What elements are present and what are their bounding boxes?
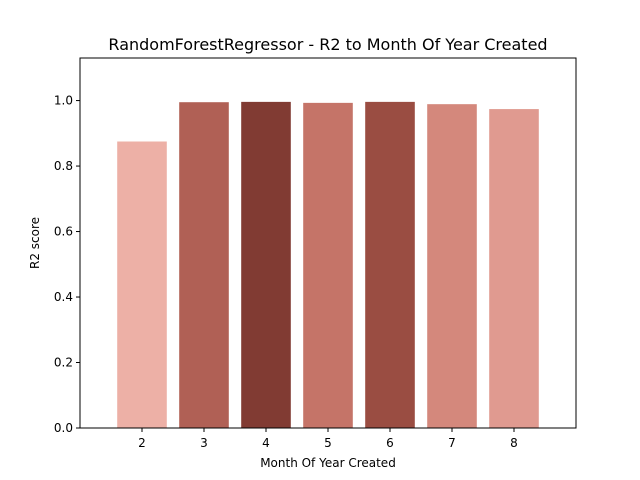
y-tick-label: 0.4 xyxy=(54,290,73,304)
y-tick-label: 0.6 xyxy=(54,225,73,239)
y-axis: 0.0 0.2 0.4 0.6 0.8 1.0 xyxy=(54,94,80,435)
x-tick-label: 5 xyxy=(324,436,332,450)
bar-month-4 xyxy=(241,101,291,429)
y-tick-label: 0.2 xyxy=(54,356,73,370)
bar-month-6 xyxy=(365,101,415,429)
x-axis-label: Month Of Year Created xyxy=(260,456,396,470)
x-tick-label: 3 xyxy=(200,436,208,450)
bar-month-2 xyxy=(117,141,167,428)
x-tick-label: 7 xyxy=(448,436,456,450)
x-tick-label: 4 xyxy=(262,436,270,450)
x-axis: 2 3 4 5 6 7 8 xyxy=(138,428,518,450)
bars-group xyxy=(117,101,539,429)
bar-month-3 xyxy=(179,102,229,428)
bar-month-5 xyxy=(303,102,353,429)
x-tick-label: 8 xyxy=(510,436,518,450)
bar-month-7 xyxy=(427,104,477,428)
y-tick-label: 1.0 xyxy=(54,94,73,108)
x-tick-label: 2 xyxy=(138,436,146,450)
y-tick-label: 0.0 xyxy=(54,421,73,435)
y-tick-label: 0.8 xyxy=(54,159,73,173)
chart-title: RandomForestRegressor - R2 to Month Of Y… xyxy=(108,35,547,54)
x-tick-label: 6 xyxy=(386,436,394,450)
y-axis-label: R2 score xyxy=(28,217,42,269)
bar-month-8 xyxy=(489,109,539,428)
